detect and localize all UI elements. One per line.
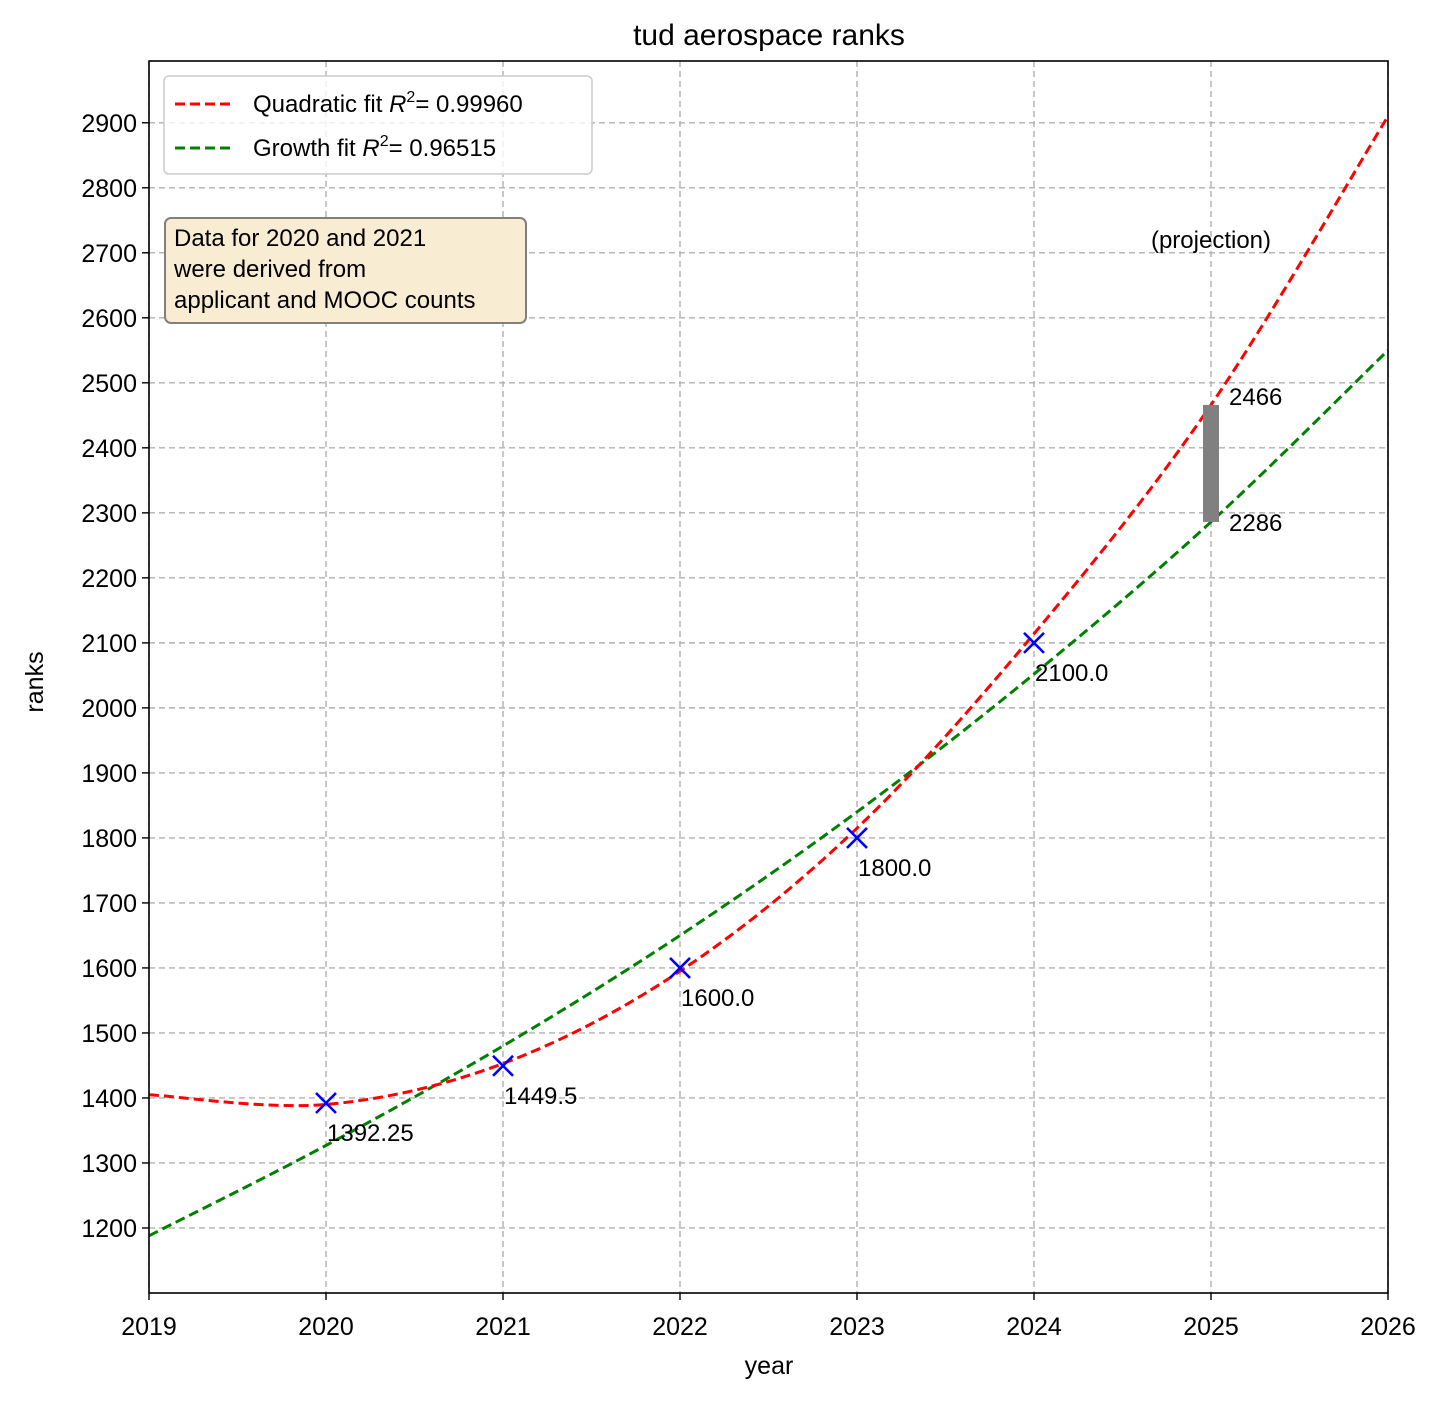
legend-entry-growth-fit: Growth fit R2= 0.96515 <box>253 133 496 162</box>
y-tick-label-1700: 1700 <box>81 890 137 918</box>
data-label-2021: 1449.5 <box>504 1083 577 1110</box>
data-point-marker-b-2020 <box>315 1092 337 1114</box>
data-label-2020: 1392.25 <box>327 1120 414 1147</box>
projection-high-label: 2466 <box>1229 384 1282 411</box>
data-point-2022 <box>669 957 691 979</box>
y-tick-label-1500: 1500 <box>81 1020 137 1048</box>
data-point-2024 <box>1023 631 1045 654</box>
x-tick-label-2023: 2023 <box>829 1313 885 1341</box>
legend-r-sup-quadratic-fit: 2 <box>406 89 415 106</box>
legend-r2-value-quadratic-fit: = 0.99960 <box>415 91 522 118</box>
x-tick-label-2024: 2024 <box>1006 1313 1062 1341</box>
x-tick-label-2022: 2022 <box>652 1313 708 1341</box>
legend-r-growth-fit: R <box>362 135 379 162</box>
legend-r-quadratic-fit: R <box>389 91 406 118</box>
legend-label-quadratic-fit: Quadratic fit <box>253 91 383 118</box>
note-background <box>164 217 527 324</box>
data-label-2024: 2100.0 <box>1035 660 1108 687</box>
legend-box <box>163 75 593 175</box>
y-tick-label-2000: 2000 <box>81 695 137 723</box>
data-points: 1392.25 1449.5 1600.0 1800.0 2100.0 <box>315 631 1108 1147</box>
legend-entry-quadratic-fit: Quadratic fit R2= 0.99960 <box>253 89 523 118</box>
x-tick-label-2020: 2020 <box>298 1313 354 1341</box>
data-point-marker-b-2023 <box>846 826 868 849</box>
y-axis-label: ranks <box>21 651 49 712</box>
note-line-1: Data for 2020 and 2021 <box>174 225 426 252</box>
x-tick-label-2025: 2025 <box>1183 1313 1239 1341</box>
projection-bar <box>1203 404 1219 522</box>
data-point-2021 <box>492 1054 514 1077</box>
y-tick-label-2200: 2200 <box>81 565 137 593</box>
y-tick-label-1300: 1300 <box>81 1150 137 1178</box>
y-tick-label-1400: 1400 <box>81 1085 137 1113</box>
projection-caption: (projection) <box>1151 227 1271 254</box>
projection-low-label: 2286 <box>1229 510 1282 537</box>
data-point-marker-b-2021 <box>492 1054 514 1077</box>
note-line-2: were derived from <box>173 256 366 283</box>
plot-frame <box>148 60 1389 1294</box>
y-tick-label-2700: 2700 <box>81 240 137 268</box>
chart-title: tud aerospace ranks <box>633 19 905 52</box>
y-tick-label-2100: 2100 <box>81 630 137 658</box>
y-tick-label-2800: 2800 <box>81 175 137 203</box>
y-tick-label-2400: 2400 <box>81 435 137 463</box>
x-tick-label-2026: 2026 <box>1360 1313 1416 1341</box>
y-tick-label-1600: 1600 <box>81 955 137 983</box>
y-tick-label-1200: 1200 <box>81 1215 137 1243</box>
y-tick-label-1900: 1900 <box>81 760 137 788</box>
legend-r-sup-growth-fit: 2 <box>380 133 389 150</box>
series-line-growth-fit <box>148 349 1390 1238</box>
y-tick-label-2900: 2900 <box>81 110 137 138</box>
x-tick-label-2019: 2019 <box>121 1313 177 1341</box>
projection-range <box>1203 404 1219 522</box>
note-box: Data for 2020 and 2021 were derived from… <box>164 217 527 324</box>
legend-label-growth-fit: Growth fit <box>253 135 356 162</box>
y-tick-label-1800: 1800 <box>81 825 137 853</box>
data-label-2023: 1800.0 <box>858 855 931 882</box>
data-point-2020 <box>315 1092 337 1114</box>
data-label-2022: 1600.0 <box>681 985 754 1012</box>
data-point-2023 <box>846 826 868 849</box>
legend-r2-value-growth-fit: = 0.96515 <box>389 135 496 162</box>
x-axis-label: year <box>745 1352 794 1380</box>
y-tick-label-2600: 2600 <box>81 305 137 333</box>
note-line-3: applicant and MOOC counts <box>174 287 476 314</box>
axis-ticks: 2019 2020 2021 2022 2023 2024 2025 2026 1200 1300… <box>81 110 1415 1341</box>
y-tick-label-2300: 2300 <box>81 500 137 528</box>
x-tick-label-2021: 2021 <box>475 1313 531 1341</box>
data-point-marker-b-2024 <box>1023 631 1045 654</box>
y-tick-label-2500: 2500 <box>81 370 137 398</box>
data-point-marker-b-2022 <box>669 957 691 979</box>
legend: Quadratic fit R2= 0.99960 Growth fit R2=… <box>163 75 593 175</box>
